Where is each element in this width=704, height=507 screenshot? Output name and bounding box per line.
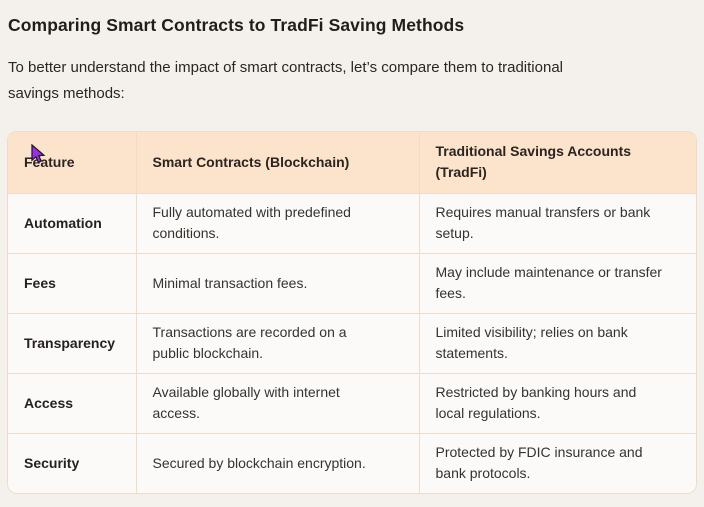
smart-contracts-value: Secured by blockchain encryption. (135, 432, 420, 493)
smart-contracts-value: Transactions are recorded on a public bl… (135, 312, 420, 374)
page: Comparing Smart Contracts to TradFi Savi… (0, 13, 704, 507)
tradfi-value: Requires manual transfers or bank setup. (418, 192, 696, 254)
tradfi-value: Protected by FDIC insurance and bank pro… (418, 432, 696, 493)
page-title: Comparing Smart Contracts to TradFi Savi… (8, 15, 465, 35)
tradfi-value: Restricted by banking hours and local re… (418, 372, 696, 434)
smart-contracts-value: Minimal transaction fees. (135, 252, 420, 314)
feature-label: Access (8, 372, 137, 434)
column-header-smart-contracts: Smart Contracts (Blockchain) (135, 132, 420, 194)
intro-text: To better understand the impact of smart… (8, 59, 563, 102)
smart-contracts-value: Available globally with internet access. (135, 372, 420, 434)
smart-contracts-value: Fully automated with predefined conditio… (135, 192, 420, 254)
tradfi-value: May include maintenance or transfer fees… (418, 252, 696, 314)
table-row: Security Secured by blockchain encryptio… (8, 432, 696, 493)
comparison-table: Feature Smart Contracts (Blockchain) Tra… (7, 131, 697, 494)
feature-label: Transparency (8, 312, 137, 374)
column-header-tradfi: Traditional Savings Accounts (TradFi) (418, 132, 696, 194)
tradfi-value: Limited visibility; relies on bank state… (418, 312, 696, 374)
table-header-row: Feature Smart Contracts (Blockchain) Tra… (8, 132, 696, 194)
table-row: Fees Minimal transaction fees. May inclu… (8, 252, 696, 314)
table-row: Access Available globally with internet … (8, 372, 696, 434)
table-row: Transparency Transactions are recorded o… (8, 312, 696, 374)
feature-label: Automation (8, 192, 137, 254)
table-row: Automation Fully automated with predefin… (8, 192, 696, 254)
column-header-feature: Feature (8, 132, 137, 194)
feature-label: Security (8, 432, 137, 493)
feature-label: Fees (8, 252, 137, 314)
